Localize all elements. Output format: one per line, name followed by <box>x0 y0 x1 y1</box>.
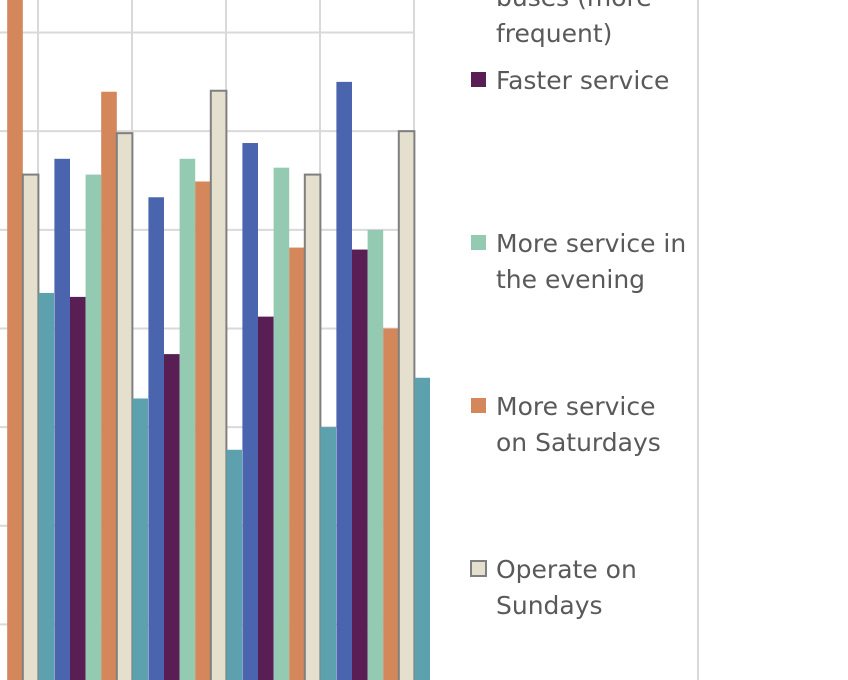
bar-series-0-cat-2 <box>148 197 164 680</box>
legend-label-0-line-1: frequent) <box>496 19 612 48</box>
bar-series-5-cat-4 <box>414 377 430 680</box>
bar-series-3-cat-4 <box>383 328 399 680</box>
bar-series-4-cat-1 <box>115 132 134 680</box>
bar-series-5-cat-2 <box>226 449 242 680</box>
bar-series-3-cat-3 <box>289 247 305 680</box>
bar-series-1-cat-4 <box>352 249 368 680</box>
bar-series-3-cat-1 <box>101 91 117 680</box>
legend-label-0-line-0: buses (more <box>496 0 652 12</box>
bar-series-5-cat-1 <box>132 398 148 680</box>
legend-label-4-line-1: Sundays <box>496 591 603 620</box>
bar-series-1-cat-3 <box>258 316 274 680</box>
bar-series-5-cat-0 <box>38 292 54 680</box>
bar-series-4-cat-4 <box>397 130 416 680</box>
legend-swatch-2 <box>471 235 486 250</box>
legend: buses (more frequent) Faster service More s… <box>470 0 686 620</box>
bar-series-5-cat-3 <box>320 427 336 680</box>
legend-label-2-line-1: the evening <box>496 265 645 294</box>
legend-swatch-4 <box>470 560 487 577</box>
legend-label-1-line-0: Faster service <box>496 66 669 95</box>
bar-series-4-cat-2 <box>209 89 228 680</box>
bar-series-2-cat-1 <box>85 174 102 680</box>
bar-series-3-cat-0 <box>7 0 23 680</box>
bars <box>7 0 430 680</box>
bar-series-4-cat-3 <box>303 173 322 680</box>
legend-swatch-1 <box>471 72 486 87</box>
bar-series-4-cat-0 <box>21 173 40 680</box>
legend-label-4-line-0: Operate on <box>496 555 637 584</box>
legend-label-3-line-1: on Saturdays <box>496 428 661 457</box>
bar-series-2-cat-3 <box>273 167 290 680</box>
bar-series-0-cat-4 <box>336 81 352 680</box>
bar-series-2-cat-2 <box>179 158 196 680</box>
legend-swatch-3 <box>471 398 486 413</box>
legend-label-2-line-0: More service in <box>496 229 686 258</box>
bar-series-0-cat-1 <box>54 158 70 680</box>
bar-series-1-cat-1 <box>70 296 86 680</box>
bar-series-2-cat-4 <box>367 229 384 680</box>
bar-series-1-cat-2 <box>164 354 180 680</box>
legend-label-3-line-0: More service <box>496 392 655 421</box>
bar-series-0-cat-3 <box>242 143 258 680</box>
bar-series-3-cat-2 <box>195 181 211 680</box>
